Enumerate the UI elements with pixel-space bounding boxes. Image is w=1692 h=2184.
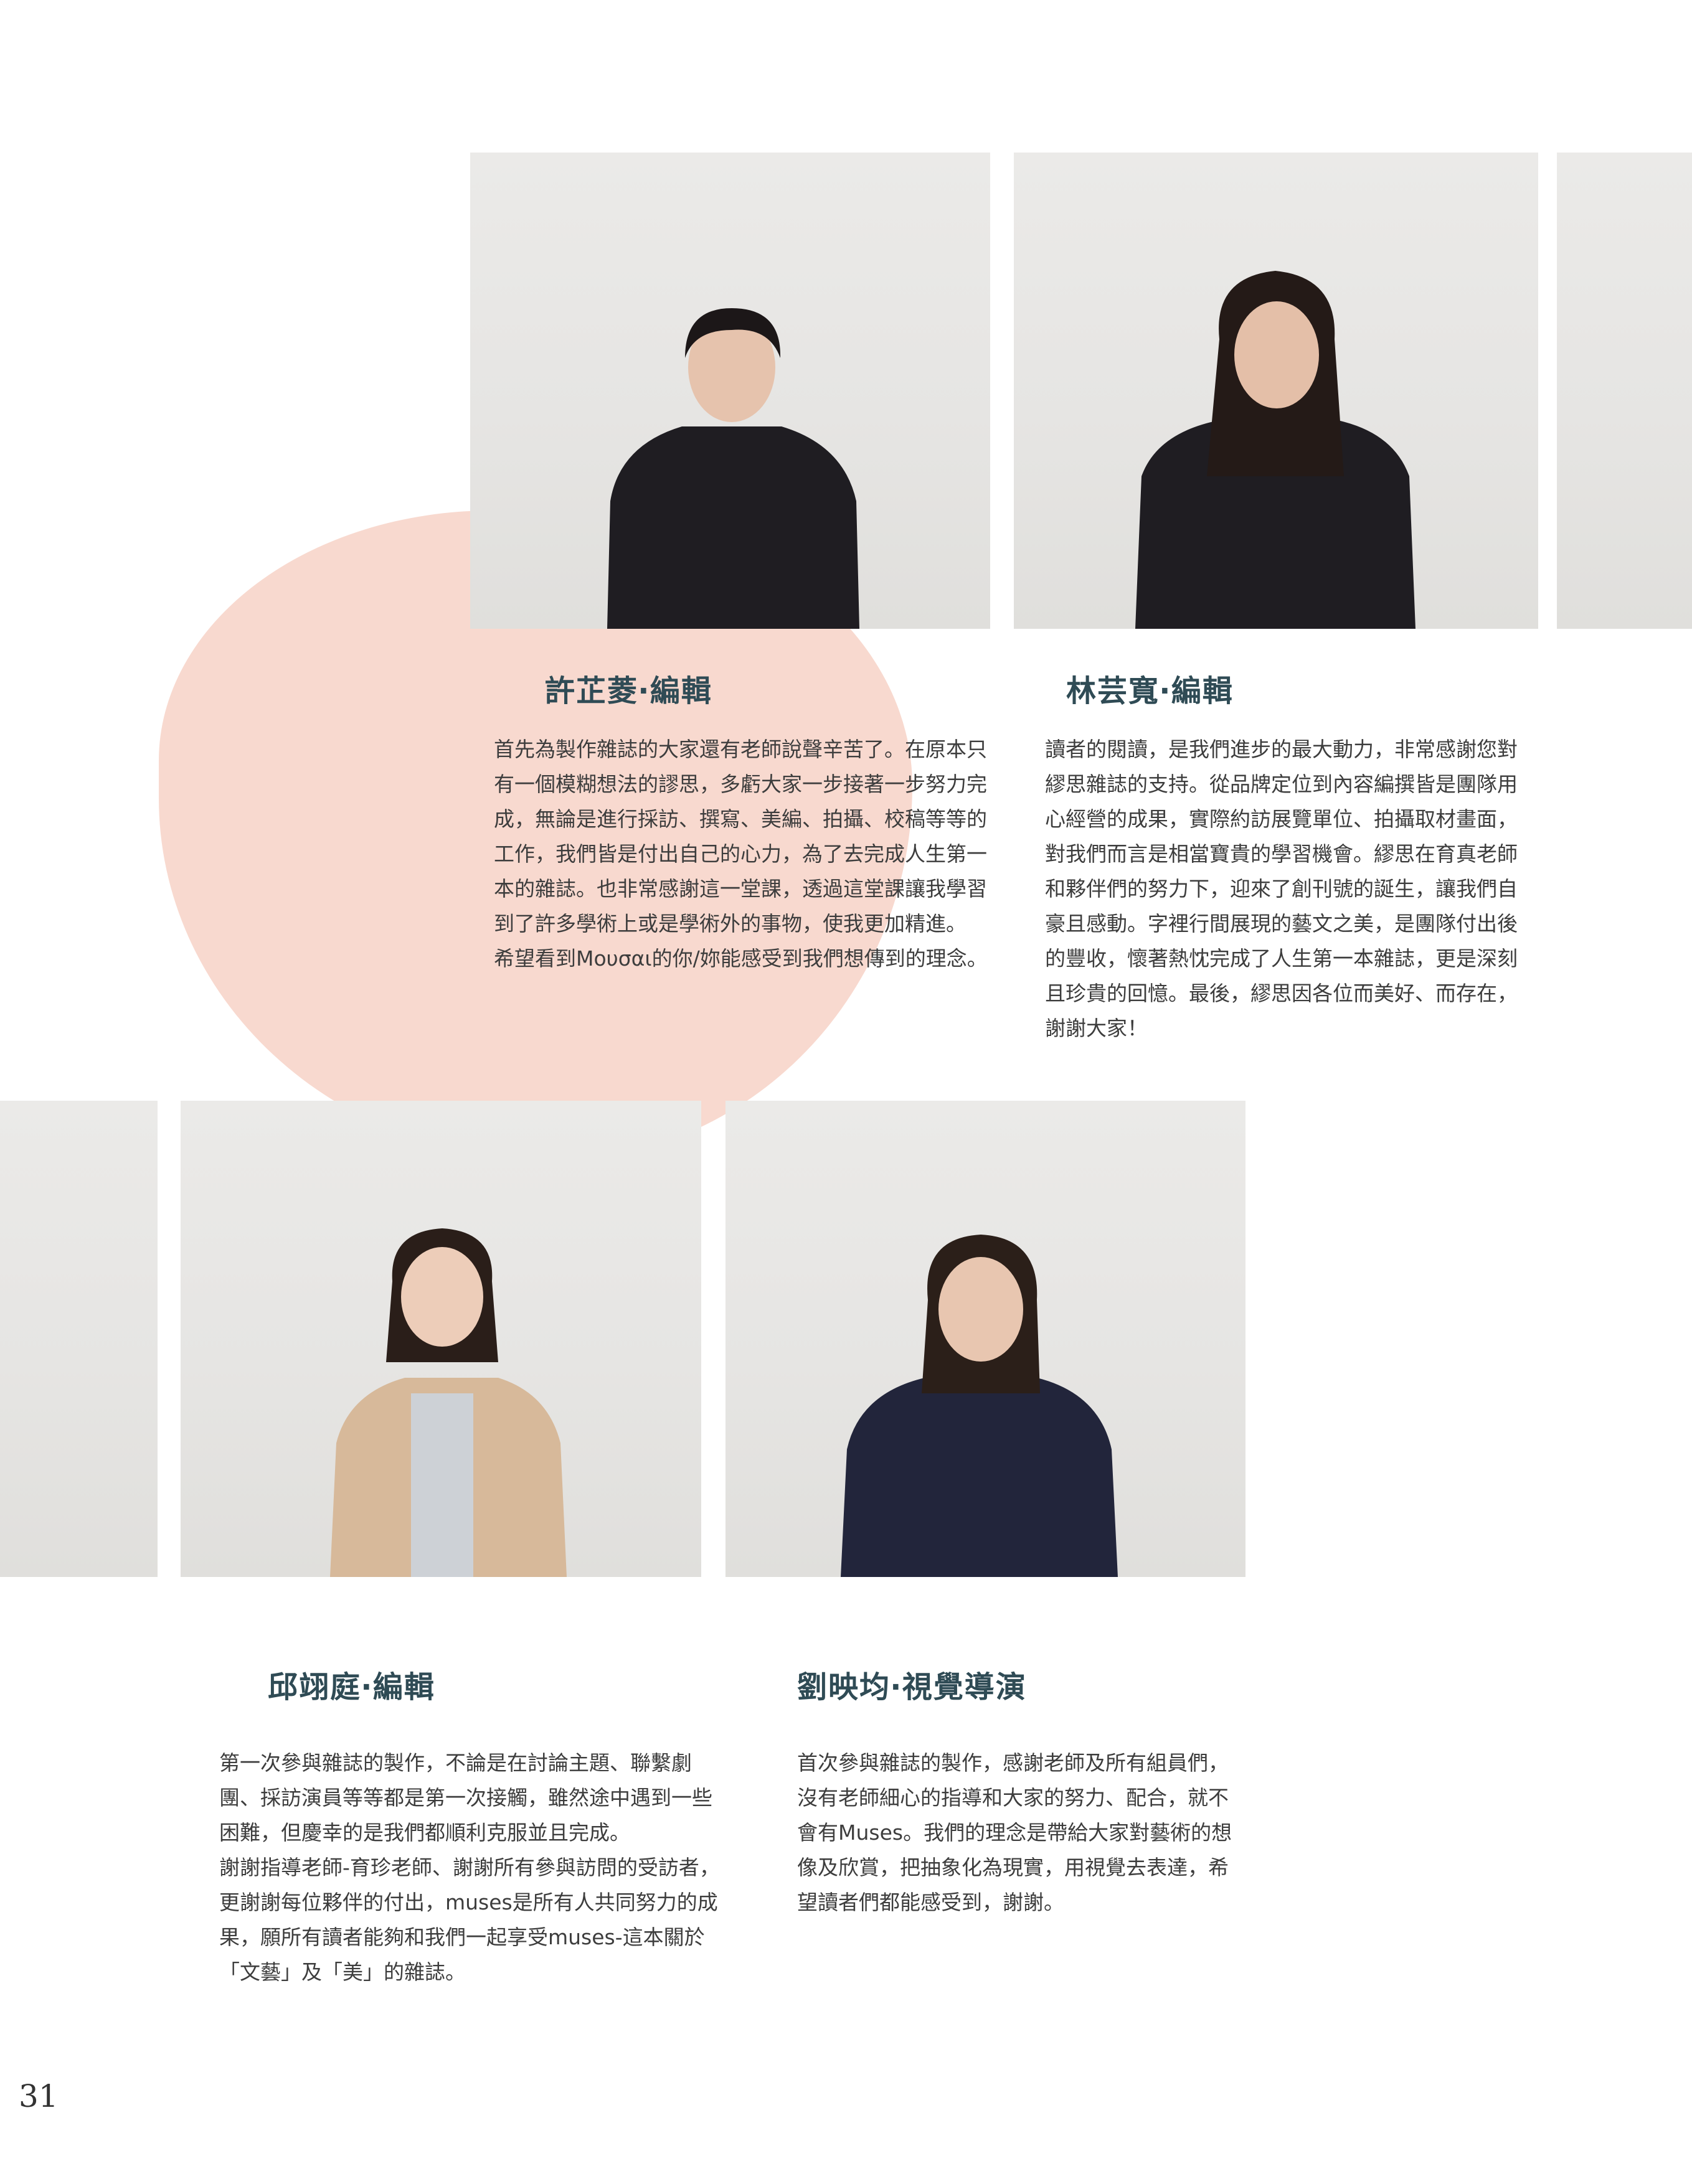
member-statement: 第一次參與雜誌的製作，不論是在討論主題、聯繫劇團、採訪演員等等都是第一次接觸，雖… (219, 1746, 725, 1990)
member-name: 許芷菱‧編輯 (545, 674, 712, 708)
page-number: 31 (19, 2078, 59, 2114)
member-statement: 首先為製作雜誌的大家還有老師說聲辛苦了。在原本只有一個模糊想法的謬思，多虧大家一… (494, 732, 1003, 976)
person-silhouette (607, 308, 859, 629)
member-name: 邱翊庭‧編輯 (268, 1670, 435, 1705)
photo-member-4 (725, 1101, 1245, 1577)
photo-member-3 (181, 1101, 701, 1577)
photo-member-1 (470, 153, 990, 629)
member-name: 林芸寬‧編輯 (1066, 674, 1234, 708)
statement-paragraph: 謝謝指導老師-育珍老師、謝謝所有參與訪問的受訪者，更謝謝每位夥伴的付出，muse… (219, 1855, 720, 1984)
photo-member-2 (1014, 153, 1538, 629)
statement-paragraph: 首次參與雜誌的製作，感謝老師及所有組員們，沒有老師細心的指導和大家的努力、配合，… (797, 1751, 1232, 1914)
decorative-blob-small (361, 613, 467, 719)
member-name: 劉映均‧視覺導演 (797, 1670, 1027, 1705)
partial-photo-left (0, 1101, 158, 1577)
member-statement: 首次參與雜誌的製作，感謝老師及所有組員們，沒有老師細心的指導和大家的努力、配合，… (797, 1746, 1237, 1920)
person-silhouette (1135, 271, 1416, 629)
statement-paragraph: 第一次參與雜誌的製作，不論是在討論主題、聯繫劇團、採訪演員等等都是第一次接觸，雖… (219, 1751, 712, 1845)
partial-photo-right (1557, 153, 1692, 629)
statement-paragraph: 首先為製作雜誌的大家還有老師說聲辛苦了。在原本只有一個模糊想法的謬思，多虧大家一… (494, 737, 987, 936)
statement-paragraph: 讀者的閱讀，是我們進步的最大動力，非常感謝您對繆思雜誌的支持。從品牌定位到內容編… (1045, 737, 1518, 1040)
person-silhouette (841, 1235, 1118, 1577)
person-silhouette (330, 1228, 567, 1577)
statement-paragraph: 希望看到Μουσαι的你/妳能感受到我們想傳到的理念。 (494, 946, 988, 971)
member-statement: 讀者的閱讀，是我們進步的最大動力，非常感謝您對繆思雜誌的支持。從品牌定位到內容編… (1045, 732, 1526, 1046)
